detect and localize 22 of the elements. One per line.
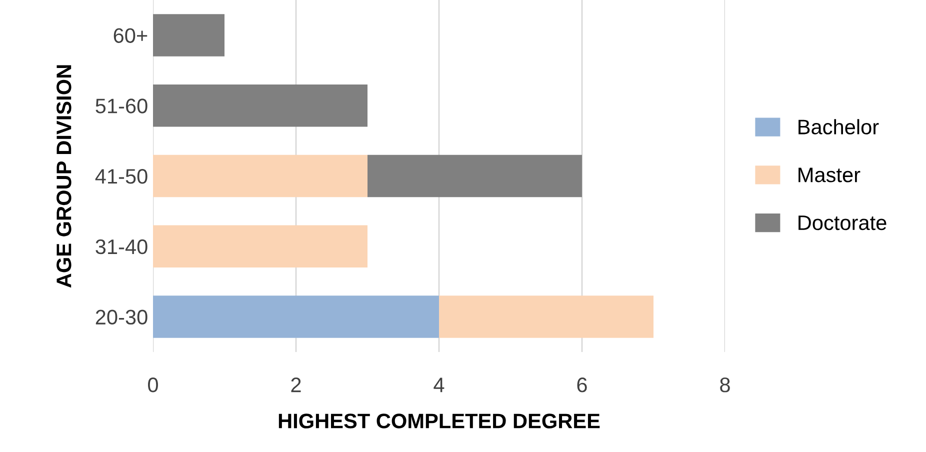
y-tick-label: 51-60 (96, 98, 148, 114)
x-tick-label: 0 (148, 378, 158, 392)
bar (439, 296, 654, 338)
y-tick-label: 20-30 (96, 310, 148, 325)
x-tick-label: 2 (291, 378, 301, 392)
x-tick-label: 8 (720, 378, 730, 392)
y-tick-label: 31-40 (96, 239, 148, 254)
bar (153, 84, 368, 127)
x-tick-label: 4 (434, 378, 444, 392)
bar (153, 14, 224, 56)
bar (368, 154, 582, 198)
bar (153, 225, 368, 268)
legend-label: Doctorate (798, 216, 886, 230)
legend-label: Bachelor (798, 119, 879, 134)
bar (153, 296, 439, 338)
legend-label: Master (798, 168, 860, 182)
y-tick-label: 41-50 (95, 169, 148, 184)
x-tick-label: 6 (577, 378, 587, 392)
y-axis-title: AGE GROUP DIVISION (56, 65, 72, 288)
bar (153, 154, 368, 198)
y-tick-label: 60+ (114, 28, 148, 43)
x-axis-title: HIGHEST COMPLETED DEGREE (278, 414, 600, 428)
